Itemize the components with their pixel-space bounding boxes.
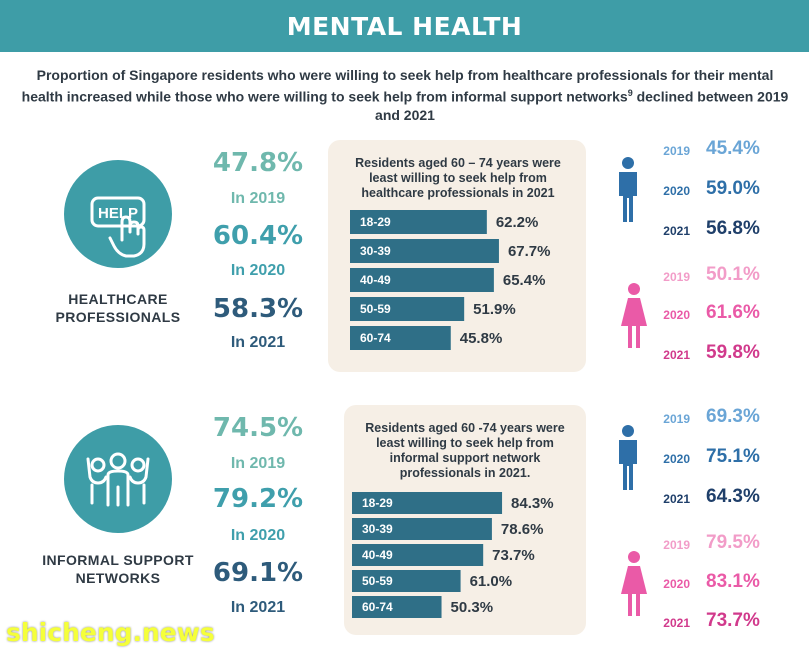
healthcare-label-line1: HEALTHCARE — [68, 291, 168, 307]
age-bar-value: 62.2% — [496, 214, 539, 231]
group-people-icon — [64, 425, 172, 533]
inf-male-2021-value: 64.3% — [706, 486, 760, 507]
hc-male-2020-value: 59.0% — [706, 178, 760, 199]
informal-2019-value: 74.5% — [212, 413, 304, 443]
age-bar — [352, 570, 461, 592]
informal-2021-value: 69.1% — [212, 558, 304, 588]
hc-female-2021-value: 59.8% — [706, 342, 760, 363]
inf-male-2021-year: 2021 — [663, 492, 690, 506]
healthcare-panel-title: Residents aged 60 – 74 years were least … — [355, 156, 561, 200]
age-bar-category: 50-59 — [362, 574, 393, 588]
age-bar-category: 30-39 — [360, 244, 391, 258]
hc-male-2019-year: 2019 — [663, 144, 690, 158]
age-bar-value: 45.8% — [460, 330, 503, 347]
inf-male-2020-value: 75.1% — [706, 446, 760, 467]
intro-text: Proportion of Singapore residents who we… — [20, 66, 790, 124]
age-bar — [352, 596, 442, 618]
age-bar-value: 51.9% — [473, 301, 516, 318]
watermark: shicheng.news — [6, 618, 215, 647]
inf-female-2021-year: 2021 — [663, 616, 690, 630]
age-bar — [350, 210, 487, 234]
age-bar-category: 60-74 — [360, 331, 391, 345]
page-title: MENTAL HEALTH — [286, 11, 523, 41]
healthcare-2021-label: In 2021 — [230, 334, 286, 351]
age-bar-category: 40-49 — [362, 548, 393, 562]
intro-main: Proportion of Singapore residents who we… — [21, 67, 774, 105]
informal-2020-label: In 2020 — [230, 527, 286, 544]
age-bar — [352, 492, 503, 514]
inf-female-2020-year: 2020 — [663, 577, 690, 591]
page-header: MENTAL HEALTH — [0, 0, 809, 52]
hc-male-2019-value: 45.4% — [706, 138, 760, 159]
inf-male-2020-year: 2020 — [663, 452, 690, 466]
female-icon — [621, 551, 647, 616]
age-bar-category: 18-29 — [362, 496, 393, 510]
inf-female-2019-value: 79.5% — [706, 532, 760, 553]
inf-female-2021-value: 73.7% — [706, 610, 760, 631]
age-bar — [352, 518, 492, 540]
age-bar-value: 67.7% — [508, 243, 551, 260]
hc-female-2020-year: 2020 — [663, 308, 690, 322]
age-bar-value: 61.0% — [470, 573, 513, 590]
healthcare-2021-value: 58.3% — [212, 294, 304, 324]
hc-male-2021-value: 56.8% — [706, 218, 760, 239]
help-icon-text: HELP — [98, 205, 138, 222]
age-bar-value: 73.7% — [492, 547, 535, 564]
help-hand-icon: HELP — [64, 160, 172, 268]
informal-2021-label: In 2021 — [230, 599, 286, 616]
age-bar-category: 40-49 — [360, 273, 391, 287]
informal-label: INFORMAL SUPPORT NETWORKS — [18, 551, 218, 587]
age-bar-value: 50.3% — [451, 599, 494, 616]
hc-female-2019-year: 2019 — [663, 270, 690, 284]
age-bar-value: 78.6% — [501, 521, 544, 538]
intro-footnote: 9 — [627, 88, 633, 98]
age-bar — [350, 268, 494, 292]
age-bar-category: 60-74 — [362, 600, 393, 614]
healthcare-label-line2: PROFESSIONALS — [55, 309, 181, 325]
age-bar-value: 65.4% — [503, 272, 546, 289]
hc-male-2020-year: 2020 — [663, 184, 690, 198]
healthcare-2019-value: 47.8% — [212, 148, 304, 178]
healthcare-age-chart: 18-29 62.2% 30-39 67.7% 40-49 65.4% 50-59 51.9%… — [350, 210, 551, 350]
informal-age-chart: 18-29 84.3% 30-39 78.6% 40-49 73.7% 50-59 61.0%… — [352, 492, 554, 618]
inf-male-2019-value: 69.3% — [706, 406, 760, 427]
age-bar — [352, 544, 484, 566]
age-bar — [350, 239, 499, 263]
informal-panel-title: Residents aged 60 -74 years were least w… — [365, 421, 565, 480]
female-icon — [621, 283, 647, 348]
inf-female-2019-year: 2019 — [663, 538, 690, 552]
informal-2019-label: In 2019 — [230, 455, 286, 472]
age-bar — [350, 297, 465, 321]
hc-female-2020-value: 61.6% — [706, 302, 760, 323]
hc-female-2021-year: 2021 — [663, 348, 690, 362]
male-icon — [619, 157, 637, 222]
age-bar-value: 84.3% — [511, 495, 554, 512]
hc-female-2019-value: 50.1% — [706, 264, 760, 285]
healthcare-2019-label: In 2019 — [230, 190, 286, 207]
healthcare-2020-value: 60.4% — [212, 221, 304, 251]
age-bar — [350, 326, 451, 350]
intro-end: declined between 2019 and 2021 — [375, 88, 789, 123]
age-bar-category: 30-39 — [362, 522, 393, 536]
informal-label-line2: NETWORKS — [75, 570, 161, 586]
male-icon — [619, 425, 637, 490]
inf-male-2019-year: 2019 — [663, 412, 690, 426]
hc-male-2021-year: 2021 — [663, 224, 690, 238]
age-bar-category: 18-29 — [360, 215, 391, 229]
inf-female-2020-value: 83.1% — [706, 571, 760, 592]
age-bar-category: 50-59 — [360, 302, 391, 316]
healthcare-label: HEALTHCARE PROFESSIONALS — [18, 290, 218, 326]
informal-label-line1: INFORMAL SUPPORT — [42, 552, 194, 568]
informal-2020-value: 79.2% — [212, 484, 304, 514]
healthcare-2020-label: In 2020 — [230, 262, 286, 279]
